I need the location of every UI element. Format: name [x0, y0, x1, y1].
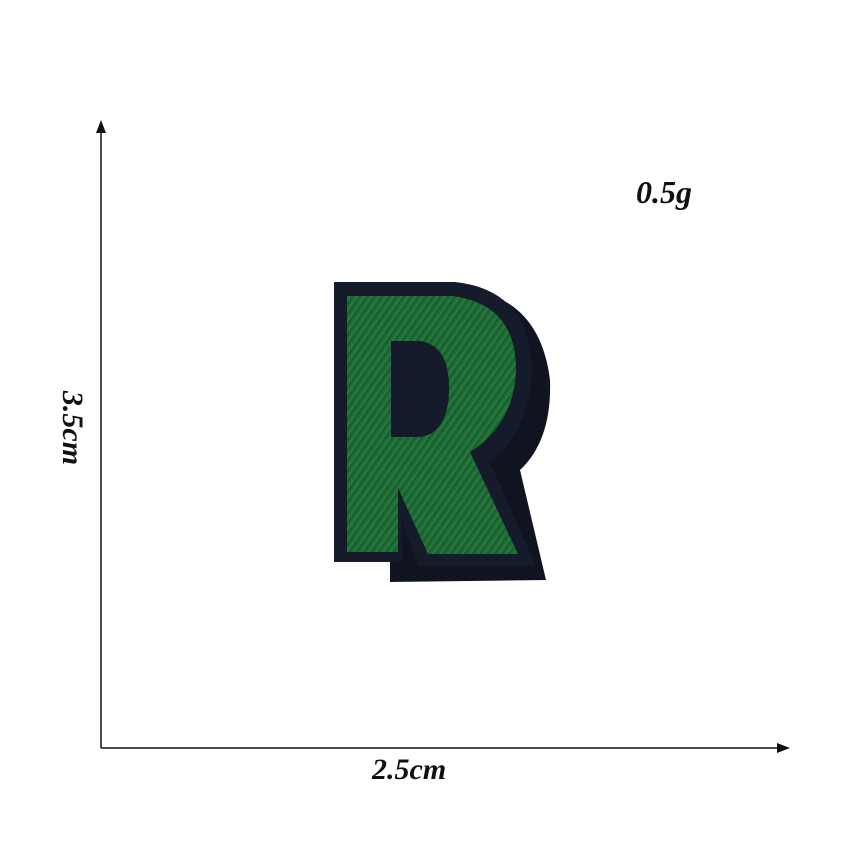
width-axis-arrowhead [777, 743, 790, 753]
width-label: 2.5cm [372, 753, 447, 786]
weight-label: 0.5g [636, 174, 692, 210]
height-axis-arrowhead [96, 120, 106, 133]
letter-patch [334, 282, 551, 582]
patch-letter-r [347, 296, 518, 554]
height-axis [96, 120, 106, 748]
width-axis [101, 743, 790, 753]
height-label: 3.5cm [56, 390, 89, 466]
patch-counter-outline [391, 341, 450, 437]
